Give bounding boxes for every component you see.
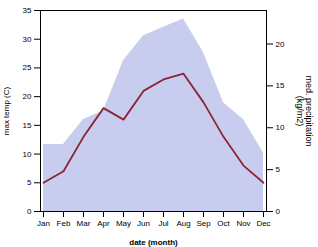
svg-text:Nov: Nov: [236, 219, 250, 228]
svg-text:Apr: Apr: [97, 219, 110, 228]
svg-text:10: 10: [276, 123, 285, 132]
svg-text:5: 5: [27, 178, 32, 187]
svg-text:20: 20: [23, 92, 32, 101]
svg-text:Mar: Mar: [77, 219, 91, 228]
svg-text:max temp (C): max temp (C): [2, 86, 11, 135]
svg-text:Feb: Feb: [57, 219, 71, 228]
svg-text:Jul: Jul: [158, 219, 168, 228]
svg-text:Jan: Jan: [37, 219, 50, 228]
svg-text:Dec: Dec: [256, 219, 270, 228]
svg-text:5: 5: [276, 165, 281, 174]
svg-text:Jun: Jun: [137, 219, 150, 228]
svg-text:0: 0: [27, 207, 32, 216]
svg-text:Sep: Sep: [196, 219, 211, 228]
svg-text:35: 35: [23, 6, 32, 15]
svg-text:10: 10: [23, 150, 32, 159]
svg-text:Oct: Oct: [217, 219, 230, 228]
svg-text:0: 0: [276, 207, 281, 216]
svg-text:date (month): date (month): [129, 238, 178, 247]
svg-text:20: 20: [276, 40, 285, 49]
svg-text:May: May: [116, 219, 131, 228]
svg-text:30: 30: [23, 35, 32, 44]
svg-text:25: 25: [23, 63, 32, 72]
svg-text:Aug: Aug: [176, 219, 190, 228]
svg-text:15: 15: [276, 81, 285, 90]
svg-text:15: 15: [23, 121, 32, 130]
svg-text:med. precipitation(kg/m2): med. precipitation(kg/m2): [295, 75, 314, 146]
